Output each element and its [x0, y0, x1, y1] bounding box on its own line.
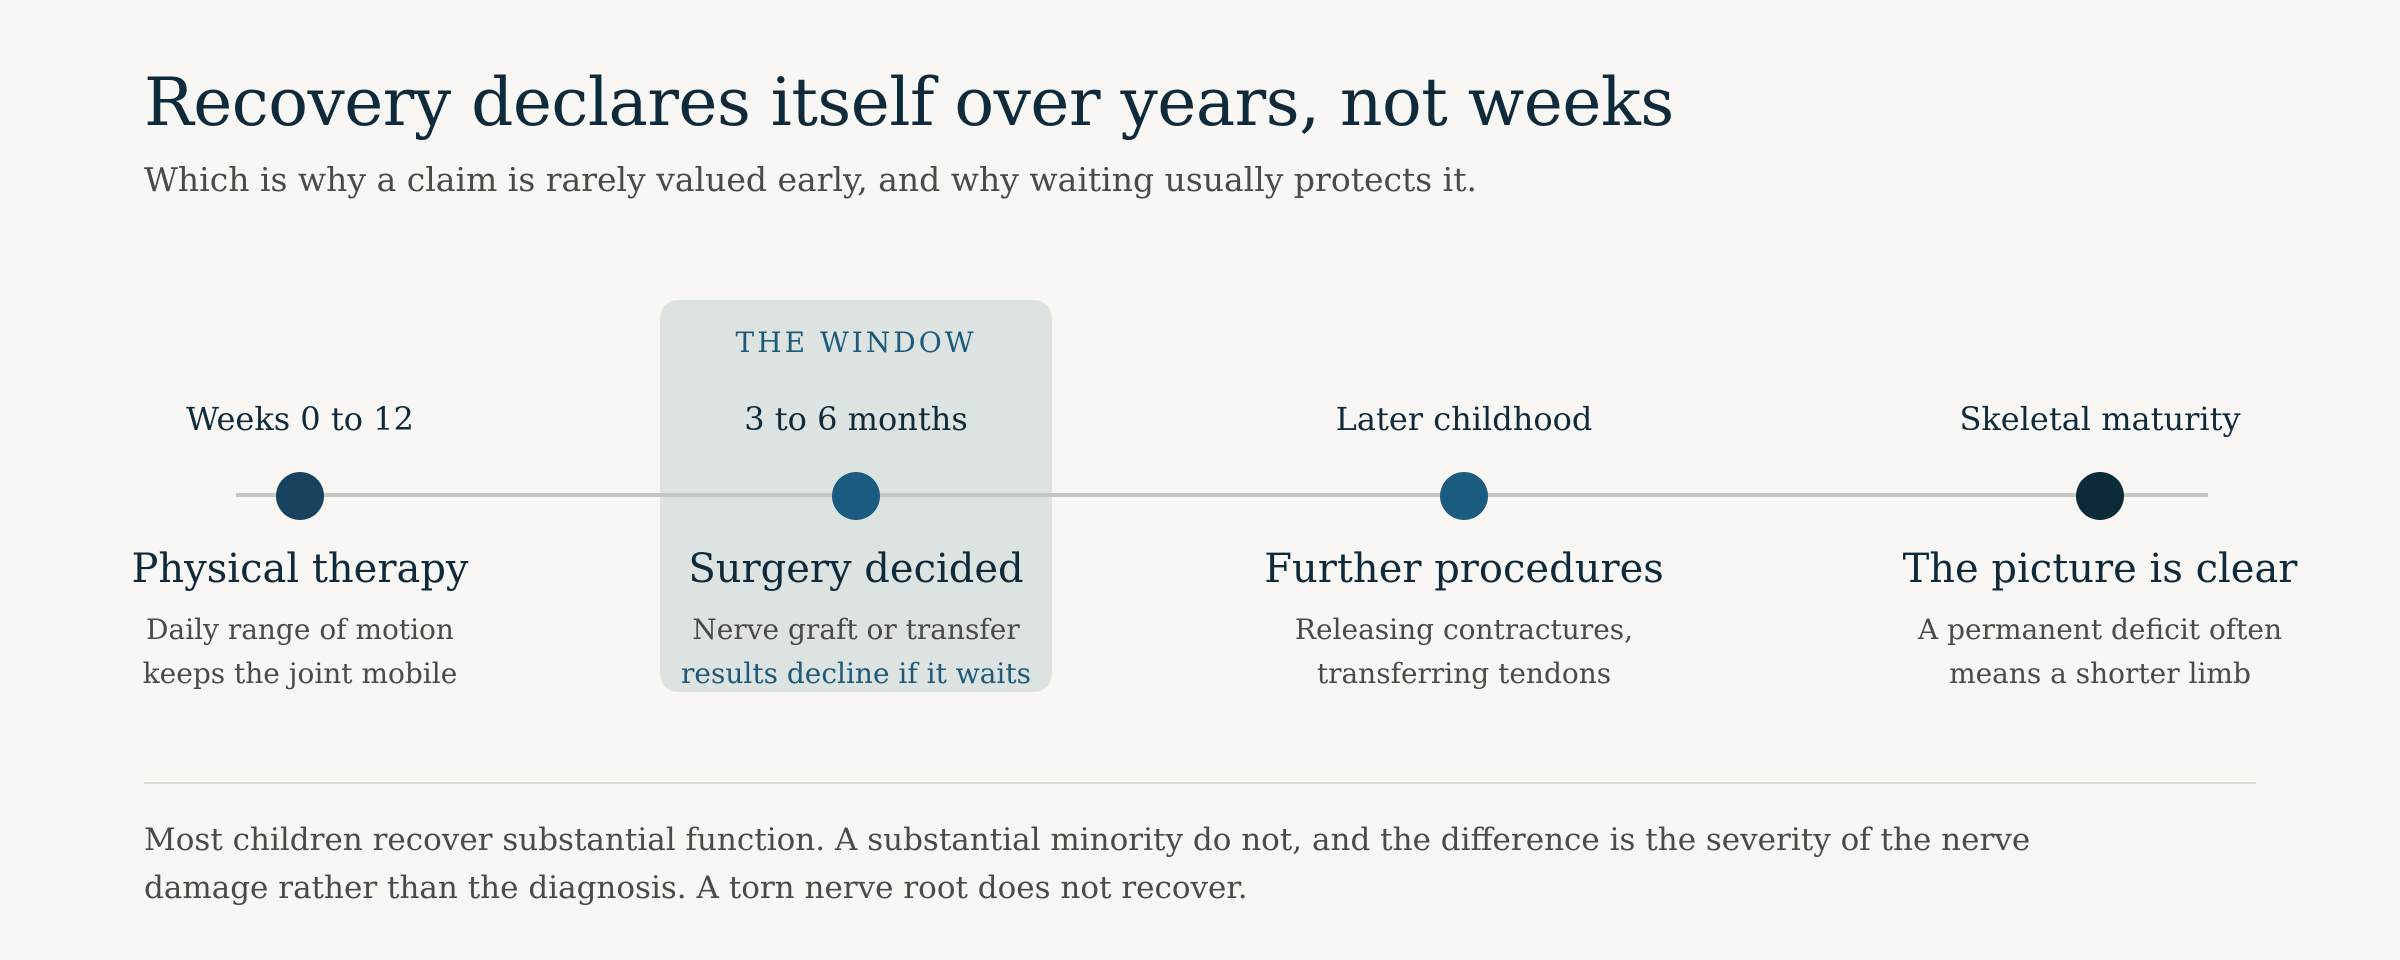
- stage-description: A permanent deficit often means a shorte…: [1880, 608, 2320, 696]
- stage-when: Weeks 0 to 12: [186, 400, 414, 438]
- stage-title: The picture is clear: [1902, 546, 2298, 592]
- footnote: Most children recover substantial functi…: [144, 816, 2044, 912]
- stage-description-line: Nerve graft or transfer: [692, 613, 1020, 646]
- stage-when: Later childhood: [1335, 400, 1593, 438]
- stage-description-warning: results decline if it waits: [681, 657, 1031, 690]
- stage-description-line: A permanent deficit often: [1917, 613, 2283, 646]
- stage-description-line: Releasing contractures,: [1294, 613, 1634, 646]
- stage-description-line: means a shorter limb: [1949, 657, 2251, 690]
- window-label: THE WINDOW: [735, 326, 977, 359]
- stage-description: Nerve graft or transfer results decline …: [636, 608, 1076, 696]
- stage-description: Releasing contractures, transferring ten…: [1244, 608, 1684, 696]
- stage-title: Further procedures: [1264, 546, 1664, 592]
- timeline-dot: [1440, 472, 1488, 520]
- stage-title: Surgery decided: [688, 546, 1024, 592]
- timeline-dot: [832, 472, 880, 520]
- footnote-line: damage rather than the diagnosis. A torn…: [144, 870, 1248, 906]
- stage-description: Daily range of motion keeps the joint mo…: [80, 608, 520, 696]
- timeline-dot: [276, 472, 324, 520]
- divider: [144, 782, 2256, 784]
- page-title: Recovery declares itself over years, not…: [144, 64, 1674, 141]
- stage-when: 3 to 6 months: [744, 400, 968, 438]
- footnote-line: Most children recover substantial functi…: [144, 822, 2031, 858]
- stage-description-line: transferring tendons: [1316, 657, 1612, 690]
- page-subtitle: Which is why a claim is rarely valued ea…: [144, 160, 1477, 199]
- stage-description-line: Daily range of motion: [146, 613, 454, 646]
- timeline-line: [236, 493, 2208, 497]
- stage-when: Skeletal maturity: [1959, 400, 2241, 438]
- timeline-dot: [2076, 472, 2124, 520]
- stage-description-line: keeps the joint mobile: [142, 657, 458, 690]
- stage-title: Physical therapy: [131, 546, 469, 592]
